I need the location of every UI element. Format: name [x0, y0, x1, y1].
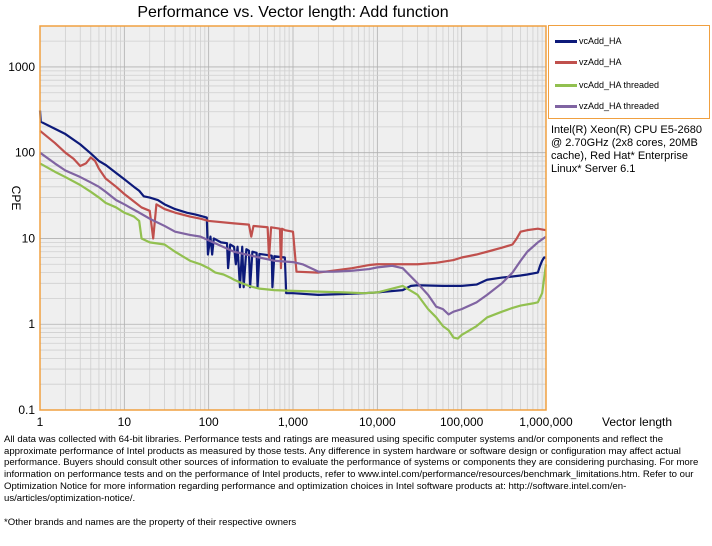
legend-label: vcAdd_HA	[579, 36, 622, 46]
legend-item-vcadd-ha-threaded: vcAdd_HA threaded	[555, 78, 659, 92]
legend-item-vzadd-ha-threaded: vzAdd_HA threaded	[555, 99, 659, 113]
series-line-2	[39, 162, 548, 340]
y-tick-label: 10	[22, 231, 36, 245]
legend-swatch	[555, 105, 577, 109]
legend-swatch	[555, 84, 577, 88]
x-tick-label: 1	[37, 415, 44, 429]
legend-label: vcAdd_HA threaded	[579, 80, 660, 90]
cpu-note: Intel(R) Xeon(R) CPU E5-2680 @ 2.70GHz (…	[551, 124, 703, 175]
x-axis-label: Vector length	[602, 415, 672, 429]
series-line-1	[39, 129, 547, 274]
legend-item-vzadd-ha: vzAdd_HA	[555, 55, 622, 69]
legend-item-vcadd-ha: vcAdd_HA	[555, 34, 622, 48]
x-tick-label: 10	[118, 415, 132, 429]
series-line-0	[38, 110, 546, 296]
legend: vcAdd_HA vzAdd_HA vcAdd_HA threaded vzAd…	[548, 25, 710, 119]
legend-label: vzAdd_HA threaded	[579, 101, 660, 111]
legend-swatch	[555, 61, 577, 65]
y-axis-label: CPE	[9, 186, 23, 211]
x-tick-label: 100,000	[440, 415, 484, 429]
legend-label: vzAdd_HA	[579, 57, 622, 67]
x-tick-label: 1,000,000	[519, 415, 573, 429]
plot-border	[39, 25, 547, 411]
x-tick-label: 10,000	[359, 415, 396, 429]
axes: 1 10 100 1,000 10,000 100,000 1,000,0000.11101…	[8, 60, 672, 429]
x-tick-label: 100	[199, 415, 219, 429]
footnote: *Other brands and names are the property…	[4, 517, 297, 528]
x-tick-label: 1,000	[278, 415, 308, 429]
series-layer	[38, 110, 548, 340]
chart-title: Performance vs. Vector length: Add funct…	[137, 4, 449, 21]
series-line-3	[39, 151, 547, 316]
disclaimer: All data was collected with 64-bit libra…	[4, 434, 699, 504]
legend-swatch	[555, 40, 577, 44]
y-tick-label: 100	[15, 146, 35, 160]
y-tick-label: 1	[28, 317, 35, 331]
y-tick-label: 0.1	[18, 403, 35, 417]
y-tick-label: 1000	[8, 60, 35, 74]
